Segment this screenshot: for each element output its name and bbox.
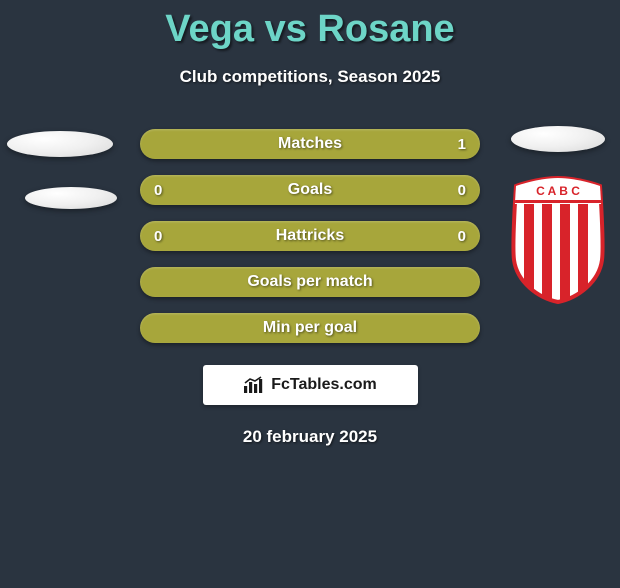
source-badge: FcTables.com	[203, 365, 418, 405]
stat-left-value: 0	[154, 182, 162, 199]
source-badge-text: FcTables.com	[271, 376, 377, 394]
stat-row-hattricks: 0 Hattricks 0	[140, 221, 480, 251]
stat-label: Min per goal	[263, 319, 357, 337]
club-shield-icon: C A B C	[508, 174, 608, 304]
svg-text:C A B C: C A B C	[536, 184, 580, 198]
stat-label: Goals	[288, 181, 332, 199]
subtitle: Club competitions, Season 2025	[0, 67, 620, 87]
stat-label: Hattricks	[276, 227, 344, 245]
decor-ellipse-1	[7, 131, 113, 157]
stat-row-goals-per-match: Goals per match	[140, 267, 480, 297]
stat-row-matches: Matches 1	[140, 129, 480, 159]
stat-right-value: 1	[458, 136, 466, 153]
stat-row-goals: 0 Goals 0	[140, 175, 480, 205]
stat-label: Matches	[278, 135, 342, 153]
stat-label: Goals per match	[247, 273, 372, 291]
decor-ellipse-3	[511, 126, 605, 152]
date-line: 20 february 2025	[0, 427, 620, 447]
chart-icon	[243, 376, 265, 394]
decor-ellipse-2	[25, 187, 117, 209]
stat-row-min-per-goal: Min per goal	[140, 313, 480, 343]
stat-right-value: 0	[458, 228, 466, 245]
page-title: Vega vs Rosane	[0, 8, 620, 51]
stat-left-value: 0	[154, 228, 162, 245]
stat-right-value: 0	[458, 182, 466, 199]
